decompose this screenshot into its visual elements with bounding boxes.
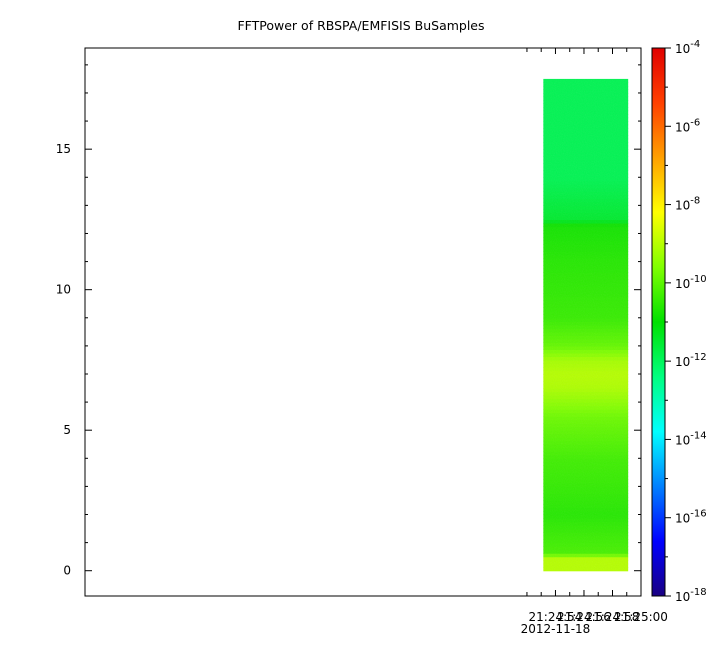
y-axis: 0 5 10 15 (56, 64, 641, 578)
colorbar-tick-base: 10 (675, 42, 690, 56)
heatmap-image (543, 78, 629, 572)
colorbar-tick-base: 10 (675, 355, 690, 369)
colorbar-tick-label: 10-6 (675, 117, 700, 134)
y-tick-label: 0 (63, 564, 71, 578)
colorbar (651, 47, 666, 597)
x-tick-sublabel: 2012-11-18 (521, 622, 591, 636)
colorbar-tick-exp: -12 (690, 352, 706, 363)
colorbar-tick-base: 10 (675, 590, 690, 604)
colorbar-tick-base: 10 (675, 512, 690, 526)
x-tick-label: 21:24:54 (529, 610, 583, 624)
x-axis: 21:24:542012-11-1821:24:5621:24:5821:25:… (521, 48, 668, 636)
y-tick-label: 10 (56, 283, 71, 297)
x-tick-label: 21:25:00 (614, 610, 668, 624)
colorbar-tick-base: 10 (675, 199, 690, 213)
colorbar-tick-exp: -16 (690, 509, 706, 520)
x-tick-label: 21:24:58 (586, 610, 640, 624)
colorbar-tick-exp: -6 (690, 117, 700, 128)
colorbar-tick-base: 10 (675, 277, 690, 291)
x-tick-label: 21:24:56 (557, 610, 611, 624)
colorbar-tick-label: 10-4 (675, 39, 700, 56)
y-tick-label: 5 (63, 423, 71, 437)
heatmap-texture (543, 78, 629, 571)
colorbar-tick-label: 10-14 (675, 430, 707, 447)
colorbar-tick-base: 10 (675, 433, 690, 447)
colorbar-tick-exp: -14 (690, 430, 706, 441)
colorbar-tick-base: 10 (675, 120, 690, 134)
colorbar-tick-label: 10-18 (675, 587, 707, 604)
colorbar-tick-label: 10-8 (675, 196, 700, 213)
colorbar-tick-label: 10-10 (675, 274, 707, 291)
y-tick-label: 15 (56, 142, 71, 156)
chart-title: FFTPower of RBSPA/EMFISIS BuSamples (237, 18, 484, 33)
colorbar-tick-exp: -8 (690, 196, 700, 207)
colorbar-tick-label: 10-16 (675, 509, 707, 526)
colorbar-tick-label: 10-12 (675, 352, 707, 369)
colorbar-tick-exp: -4 (690, 39, 700, 50)
colorbar-tick-exp: -18 (690, 587, 706, 598)
colorbar-tick-exp: -10 (690, 274, 706, 285)
